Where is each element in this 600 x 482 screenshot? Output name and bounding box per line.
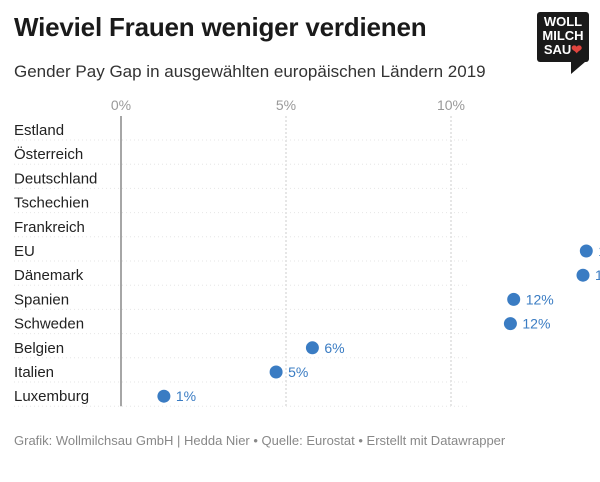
data-point: [157, 389, 171, 403]
data-point: [579, 244, 593, 258]
x-tick-label: 5%: [276, 97, 296, 113]
data-point: [305, 341, 319, 355]
row-schweden: Schweden 12%: [14, 316, 550, 335]
x-tick-label: 10%: [437, 97, 465, 113]
value-label: 14%: [598, 243, 600, 259]
logo-line-2: MILCH: [542, 28, 584, 43]
value-label: 12%: [526, 291, 554, 307]
country-label: Frankreich: [14, 219, 85, 236]
value-label: 14%: [595, 267, 600, 283]
country-label: Estland: [14, 122, 64, 139]
row-italien: Italien 5%: [14, 364, 470, 383]
country-label: EU: [14, 243, 35, 260]
dot-plot: 0%5%10%15%20% Estland22%Österreich20%Deu…: [14, 97, 600, 407]
country-label: Deutschland: [14, 170, 97, 187]
heart-icon: ❤: [571, 42, 583, 57]
data-point: [507, 292, 521, 306]
data-point: [576, 268, 590, 282]
row-spanien: Spanien 12%: [14, 291, 554, 310]
country-label: Spanien: [14, 291, 69, 308]
x-tick-label: 0%: [111, 97, 131, 113]
chart-subtitle: Gender Pay Gap in ausgewählten europäisc…: [14, 62, 486, 81]
row-eu: EU 14%: [14, 243, 600, 262]
logo-line-1: WOLL: [543, 14, 583, 29]
country-label: Schweden: [14, 316, 84, 333]
row-österreich: Österreich20%: [14, 145, 470, 165]
x-axis-ticks: 0%5%10%15%20%: [111, 97, 465, 113]
row-estland: Estland22%: [14, 122, 470, 141]
data-point: [269, 365, 283, 379]
country-label: Dänemark: [14, 267, 84, 284]
country-label: Österreich: [14, 145, 83, 163]
row-belgien: Belgien 6%: [14, 340, 470, 359]
wollmilchsau-logo: WOLL MILCH SAU❤: [537, 12, 589, 74]
row-tschechien: Tschechien19%: [14, 195, 470, 214]
country-label: Luxemburg: [14, 388, 89, 405]
value-label: 1%: [176, 388, 196, 404]
data-rows: Estland22% Österreich20% Deutschland19% Tsc…: [14, 122, 600, 407]
country-label: Tschechien: [14, 195, 89, 212]
chart-title: Wieviel Frauen weniger verdienen: [14, 12, 427, 42]
row-luxemburg: Luxemburg 1%: [14, 388, 470, 407]
row-dänemark: Dänemark 14%: [14, 267, 600, 286]
row-frankreich: Frankreich17%: [14, 219, 470, 238]
source-footer: Grafik: Wollmilchsau GmbH | Hedda Nier •…: [14, 433, 506, 448]
country-label: Italien: [14, 364, 54, 381]
grid-lines: [120, 116, 452, 407]
value-label: 6%: [324, 340, 344, 356]
logo-line-3: SAU❤: [543, 42, 583, 57]
data-point: [503, 317, 517, 331]
value-label: 5%: [288, 364, 308, 380]
country-label: Belgien: [14, 340, 64, 357]
row-deutschland: Deutschland19%: [14, 170, 470, 189]
value-label: 12%: [522, 316, 550, 332]
